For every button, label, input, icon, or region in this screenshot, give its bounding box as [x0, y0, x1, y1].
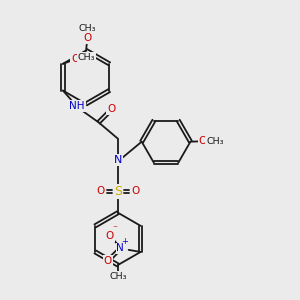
- Text: O: O: [97, 186, 105, 196]
- Text: S: S: [114, 185, 122, 198]
- Text: O: O: [107, 104, 115, 114]
- Text: O: O: [104, 256, 112, 266]
- Text: O: O: [199, 136, 207, 146]
- Text: N: N: [114, 155, 122, 165]
- Text: O: O: [71, 54, 80, 64]
- Text: CH₃: CH₃: [206, 136, 224, 146]
- Text: O: O: [83, 33, 92, 43]
- Text: ⁻: ⁻: [113, 224, 118, 234]
- Text: CH₃: CH₃: [109, 272, 127, 281]
- Text: O: O: [131, 186, 139, 196]
- Text: O: O: [106, 231, 114, 241]
- Text: +: +: [122, 237, 128, 246]
- Text: NH: NH: [69, 101, 85, 111]
- Text: N: N: [116, 243, 124, 254]
- Text: CH₃: CH₃: [78, 53, 95, 62]
- Text: CH₃: CH₃: [79, 24, 96, 33]
